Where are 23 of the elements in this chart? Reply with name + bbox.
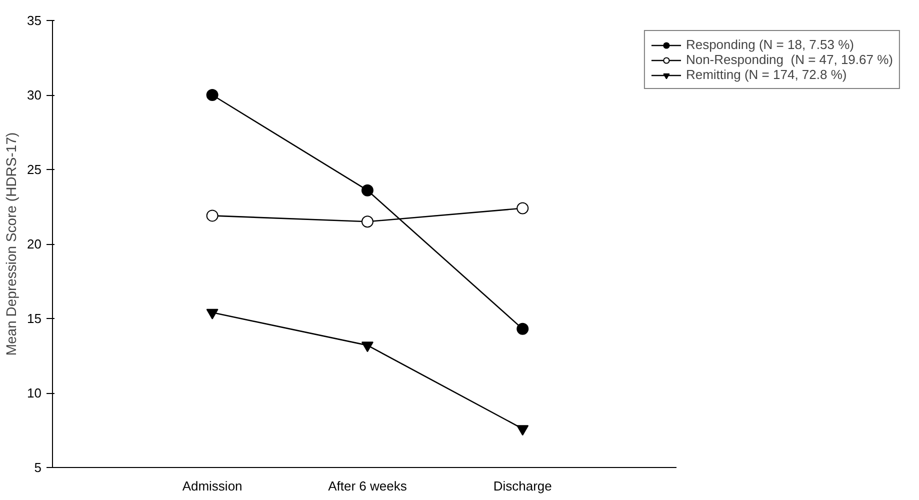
point	[516, 425, 529, 436]
y-tick-label: 25	[27, 162, 42, 177]
y-tick-label: 20	[27, 236, 42, 252]
point	[516, 322, 529, 335]
point	[206, 89, 218, 101]
point	[206, 210, 218, 222]
legend-label: Remitting (N = 174, 72.8 %)	[686, 67, 847, 82]
y-tick-label: 5	[34, 460, 42, 475]
y-tick-label: 15	[27, 311, 42, 326]
point	[516, 202, 529, 214]
y-tick-label: 30	[27, 88, 42, 102]
point	[361, 216, 374, 228]
x-tick-label: After 6 weeks	[328, 478, 408, 494]
legend-label: Responding (N = 18, 7.53 %)	[686, 37, 854, 52]
point	[361, 184, 374, 196]
x-tick-label: Discharge	[493, 478, 552, 494]
point	[206, 308, 218, 320]
y-tick-label: 35	[27, 13, 42, 28]
x-tick-label: Admission	[182, 478, 242, 494]
legend-label: Non-Responding (N = 47, 19.67 %)	[686, 52, 893, 67]
point	[361, 342, 374, 352]
y-tick-label: 10	[27, 386, 42, 400]
y-axis-title: Mean Depression Score (HDRS-17)	[3, 132, 20, 356]
